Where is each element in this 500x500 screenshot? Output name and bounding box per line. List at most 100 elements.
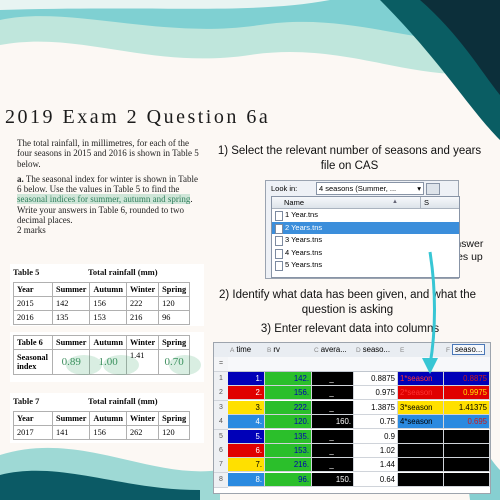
table-cell[interactable]: 5. [228,429,265,444]
table-cell: 135 [51,310,91,325]
table-cell[interactable]: 2*season [398,386,444,401]
col-name: rv [273,345,280,354]
seasonal-index-winter: 1.41 [125,349,160,375]
table-cell[interactable]: 0.64 [354,472,398,487]
seasonal-index-summer: 0.89 [51,349,91,375]
table6: Table 6 Summer Autumn Winter Spring Seas… [13,335,191,375]
table5-header: Spring [158,282,191,297]
row-number[interactable]: 6 [214,444,228,459]
table6-panel: Table 6 Summer Autumn Winter Spring Seas… [10,332,204,382]
table-cell[interactable] [444,472,490,487]
table-cell[interactable]: 0.695 [444,415,490,430]
table-cell[interactable] [398,429,444,444]
table-cell[interactable] [398,444,444,458]
table-cell[interactable]: 222. [265,400,312,415]
table-cell[interactable]: 0.75 [354,415,398,430]
table-cell[interactable]: 156. [265,386,312,401]
table-cell[interactable]: _ [312,458,354,473]
row-number[interactable]: 7 [214,458,228,474]
column-s-label[interactable]: S [420,197,429,208]
table-cell[interactable]: 7. [228,458,265,473]
table-cell[interactable] [444,429,490,444]
table-cell[interactable]: _ [312,386,354,401]
table-cell[interactable]: 3*season [398,400,444,415]
table-cell[interactable]: 142. [265,372,312,386]
row-number[interactable]: 3 [214,400,228,416]
row-number[interactable]: 2 [214,386,228,402]
table-cell[interactable]: 4. [228,415,265,430]
chevron-down-icon: ▾ [417,184,421,193]
col-letter: B [267,347,272,354]
table-cell[interactable]: _ [312,444,354,458]
column-header-name[interactable]: Name ▲ S [272,197,459,209]
table-cell[interactable]: 0.9 [354,429,398,444]
table-cell[interactable]: 6. [228,444,265,458]
table-cell[interactable]: 216. [265,458,312,473]
table-cell[interactable]: 153. [265,444,312,458]
row-number[interactable]: 5 [214,429,228,445]
table7-header: Year [13,411,53,426]
look-in-combo[interactable]: 4 seasons (Summer, ... ▾ [316,182,424,195]
table-cell[interactable]: _ [312,429,354,444]
table-cell[interactable] [444,444,490,458]
part-text-1: The seasonal index for winter is shown i… [17,173,199,195]
row-number[interactable]: 1 [214,372,228,387]
table-row: Seasonal index 0.89 1.00 1.41 0.70 [13,349,191,375]
table-cell[interactable]: 0.8875 [444,372,490,386]
table-cell[interactable]: 8. [228,472,265,487]
row-number[interactable]: 4 [214,415,228,431]
table-cell[interactable]: 1. [228,372,265,386]
file-item-selected[interactable]: 2 Years.tns [272,221,459,234]
table-cell[interactable]: 96. [265,472,312,487]
table-cell[interactable]: 1.3875 [354,400,398,415]
table-cell[interactable] [398,458,444,473]
table-cell[interactable]: 4*season [398,415,444,430]
table-cell[interactable]: 1*season [398,372,444,386]
table-cell[interactable]: 1.44 [354,458,398,473]
table-cell[interactable]: 120. [265,415,312,430]
step-1: 1) Select the relevant number of seasons… [217,145,482,172]
table-cell[interactable] [444,458,490,473]
table-cell[interactable]: 135. [265,429,312,444]
file-item[interactable]: 3 Years.tns [272,234,459,247]
table-cell: 2016 [13,310,53,325]
table-cell[interactable]: 150. [312,472,354,487]
table-cell[interactable]: 2. [228,386,265,401]
table5: Year Summer Autumn Winter Spring 2015 14… [13,282,191,325]
table5-header: Autumn [89,282,127,297]
table-cell[interactable] [398,472,444,487]
part-text-2: . Write your answers in Table 6, rounded… [17,194,193,226]
table5-header: Winter [125,282,160,297]
table-cell[interactable]: 0.9975 [444,386,490,401]
table-cell[interactable]: 0.975 [354,386,398,401]
seasonal-index-spring: 0.70 [158,349,191,375]
table-cell[interactable]: 1.41375 [444,400,490,415]
table-cell: 2017 [13,425,53,440]
table-cell[interactable]: 0.8875 [354,372,398,386]
table5-header: Year [13,282,53,297]
table-cell: 96 [158,310,191,325]
sort-arrow-icon: ▲ [392,199,398,205]
table-cell[interactable]: _ [312,372,354,386]
table-cell[interactable]: 1.02 [354,444,398,458]
file-item[interactable]: 5 Years.tns [272,259,459,272]
col-letter: D [356,347,361,354]
col-name: seaso... [362,345,391,354]
col-letter: C [314,347,319,354]
row-number[interactable]: 8 [214,472,228,488]
col-letter: F [446,347,450,354]
table-cell: 120 [158,425,191,440]
up-folder-button[interactable] [426,183,440,195]
file-item[interactable]: 1 Year.tns [272,209,459,222]
table-cell[interactable]: 3. [228,400,265,415]
file-item[interactable]: 4 Years.tns [272,247,459,260]
table-cell[interactable]: 160. [312,415,354,430]
table7-header: Autumn [89,411,127,426]
table7: Year Summer Autumn Winter Spring 2017 14… [13,411,191,440]
table-cell[interactable]: _ [312,400,354,415]
